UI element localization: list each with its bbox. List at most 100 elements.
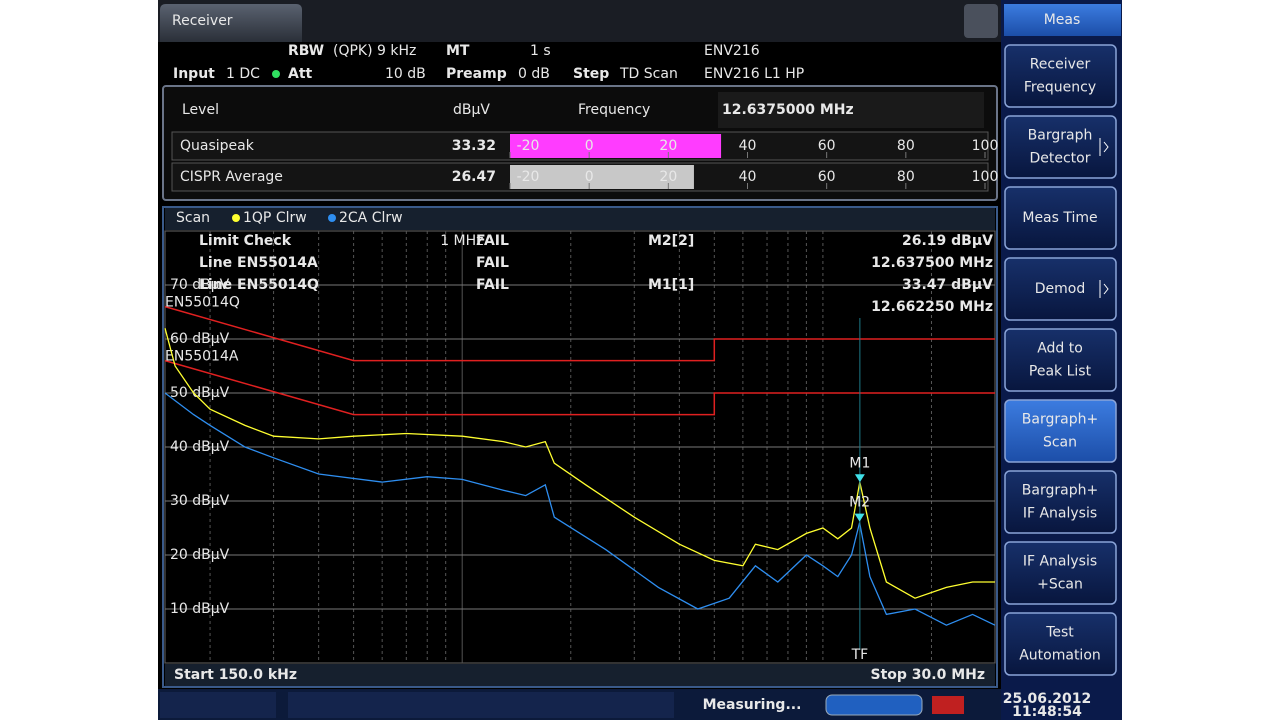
limit-line-result: FAIL bbox=[476, 255, 509, 271]
legend-entry: 1QP Clrw bbox=[243, 210, 307, 226]
softkey-label: Meas Time bbox=[1022, 210, 1097, 226]
menu-button[interactable] bbox=[964, 4, 998, 38]
status-field bbox=[160, 692, 276, 718]
detector-value: 26.47 bbox=[452, 169, 496, 185]
softkey-label: Automation bbox=[1019, 648, 1101, 664]
y-tick-label: 10 dBµV bbox=[170, 601, 230, 617]
softkey[interactable] bbox=[1004, 186, 1117, 250]
softkey-label: Detector bbox=[1029, 151, 1090, 167]
limit-line-result: FAIL bbox=[476, 277, 509, 293]
y-tick-label: 50 dBµV bbox=[170, 385, 230, 401]
submenu-arrow bbox=[1099, 280, 1109, 298]
detector-name: Quasipeak bbox=[180, 138, 255, 154]
bar-scale-label: 100 bbox=[972, 138, 999, 154]
lisn-mode: ENV216 L1 HP bbox=[704, 66, 804, 82]
bar-scale-label: 80 bbox=[897, 138, 915, 154]
softkey-label: Bargraph bbox=[1028, 128, 1093, 144]
bar-scale-label: 60 bbox=[818, 169, 836, 185]
setting-value: 1 s bbox=[530, 43, 551, 59]
limit-label: EN55014Q bbox=[165, 295, 240, 311]
marker-label: M1 bbox=[849, 455, 870, 471]
setting-label: Att bbox=[288, 66, 313, 82]
setting-value: TD Scan bbox=[619, 66, 678, 82]
bar-scale-label: -20 bbox=[517, 138, 540, 154]
softkey[interactable] bbox=[1004, 399, 1117, 463]
rs-logo bbox=[932, 696, 964, 714]
lisn: ENV216 bbox=[704, 43, 760, 59]
legend-dot bbox=[232, 214, 240, 222]
scan-label: Scan bbox=[176, 210, 210, 226]
marker-readout-name: M2[2] bbox=[648, 233, 694, 249]
softkey-label: Demod bbox=[1035, 281, 1085, 297]
setting-label: Input bbox=[173, 66, 215, 82]
softkey[interactable] bbox=[1004, 257, 1117, 321]
y-tick-label: 20 dBµV bbox=[170, 547, 230, 563]
marker-readout-frequency: 12.662250 MHz bbox=[871, 299, 993, 315]
level-unit: dBµV bbox=[453, 102, 490, 118]
setting-value: 1 DC bbox=[226, 66, 260, 82]
marker-label: M2 bbox=[849, 495, 870, 511]
bar-scale-label: 20 bbox=[659, 169, 677, 185]
marker-readout-level: 33.47 dBµV bbox=[902, 277, 993, 293]
softkey[interactable] bbox=[1004, 328, 1117, 392]
plot-footer bbox=[165, 664, 995, 686]
frequency-label: Frequency bbox=[578, 102, 650, 118]
softkey-label: Frequency bbox=[1024, 80, 1096, 96]
limit-label: EN55014A bbox=[165, 349, 239, 365]
status-message: Measuring... bbox=[703, 697, 802, 713]
marker-readout-frequency: 12.637500 MHz bbox=[871, 255, 993, 271]
bar-scale-label: 20 bbox=[659, 138, 677, 154]
level-title: Level bbox=[182, 102, 219, 118]
setting-label: MT bbox=[446, 43, 470, 59]
softkey[interactable] bbox=[1004, 470, 1117, 534]
detector-value: 33.32 bbox=[452, 138, 496, 154]
limit-line bbox=[164, 359, 995, 416]
level-bar bbox=[510, 165, 694, 189]
bar-scale-label: 40 bbox=[739, 169, 757, 185]
bar-scale-label: -20 bbox=[517, 169, 540, 185]
softkey-label: IF Analysis bbox=[1023, 554, 1097, 570]
softkey-label: Test bbox=[1045, 625, 1074, 641]
marker bbox=[854, 474, 865, 483]
setting-label: RBW bbox=[288, 43, 324, 59]
marker-readout-level: 26.19 dBµV bbox=[902, 233, 993, 249]
tab[interactable] bbox=[160, 4, 302, 42]
status-date: 25.06.2012 bbox=[1003, 691, 1092, 707]
x-marker-label: 1 MHz bbox=[440, 233, 483, 249]
tab-title: Receiver bbox=[172, 13, 233, 29]
dc-indicator bbox=[272, 70, 280, 78]
softkey[interactable] bbox=[1004, 612, 1117, 676]
start-frequency: Start 150.0 kHz bbox=[174, 667, 297, 683]
trace bbox=[164, 328, 995, 599]
setting-value: 10 dB bbox=[385, 66, 426, 82]
softkey-title-bg bbox=[1004, 4, 1121, 36]
softkey[interactable] bbox=[1004, 541, 1117, 605]
softkey-label: Receiver bbox=[1030, 57, 1091, 73]
frequency-box bbox=[718, 92, 984, 128]
legend-dot bbox=[328, 214, 336, 222]
softkey[interactable] bbox=[1004, 44, 1117, 108]
bar-scale-label: 100 bbox=[972, 169, 999, 185]
softkey-title: Meas bbox=[1044, 12, 1081, 28]
softkey-label: Peak List bbox=[1029, 364, 1092, 380]
setting-label: Step bbox=[573, 66, 609, 82]
y-tick-label: 30 dBµV bbox=[170, 493, 230, 509]
bar-scale-label: 60 bbox=[818, 138, 836, 154]
bar-scale-label: 0 bbox=[585, 138, 594, 154]
limit-line-name: Line EN55014A bbox=[199, 255, 318, 271]
softkey[interactable] bbox=[1004, 115, 1117, 179]
marker-readout-name: M1[1] bbox=[648, 277, 694, 293]
limit-check-result: FAIL bbox=[476, 233, 509, 249]
scan-header bbox=[165, 208, 995, 230]
limit-line-name: Line EN55014Q bbox=[199, 277, 319, 293]
limit-check-title: Limit Check bbox=[199, 233, 292, 249]
frequency-value: 12.6375000 MHz bbox=[722, 102, 854, 118]
softkey-label: Bargraph+ bbox=[1022, 483, 1098, 499]
status-field bbox=[288, 692, 674, 718]
bar-scale-label: 0 bbox=[585, 169, 594, 185]
softkey-label: +Scan bbox=[1037, 577, 1083, 593]
setting-value: 0 dB bbox=[518, 66, 550, 82]
submenu-arrow bbox=[1099, 138, 1109, 156]
level-bar bbox=[510, 134, 722, 158]
